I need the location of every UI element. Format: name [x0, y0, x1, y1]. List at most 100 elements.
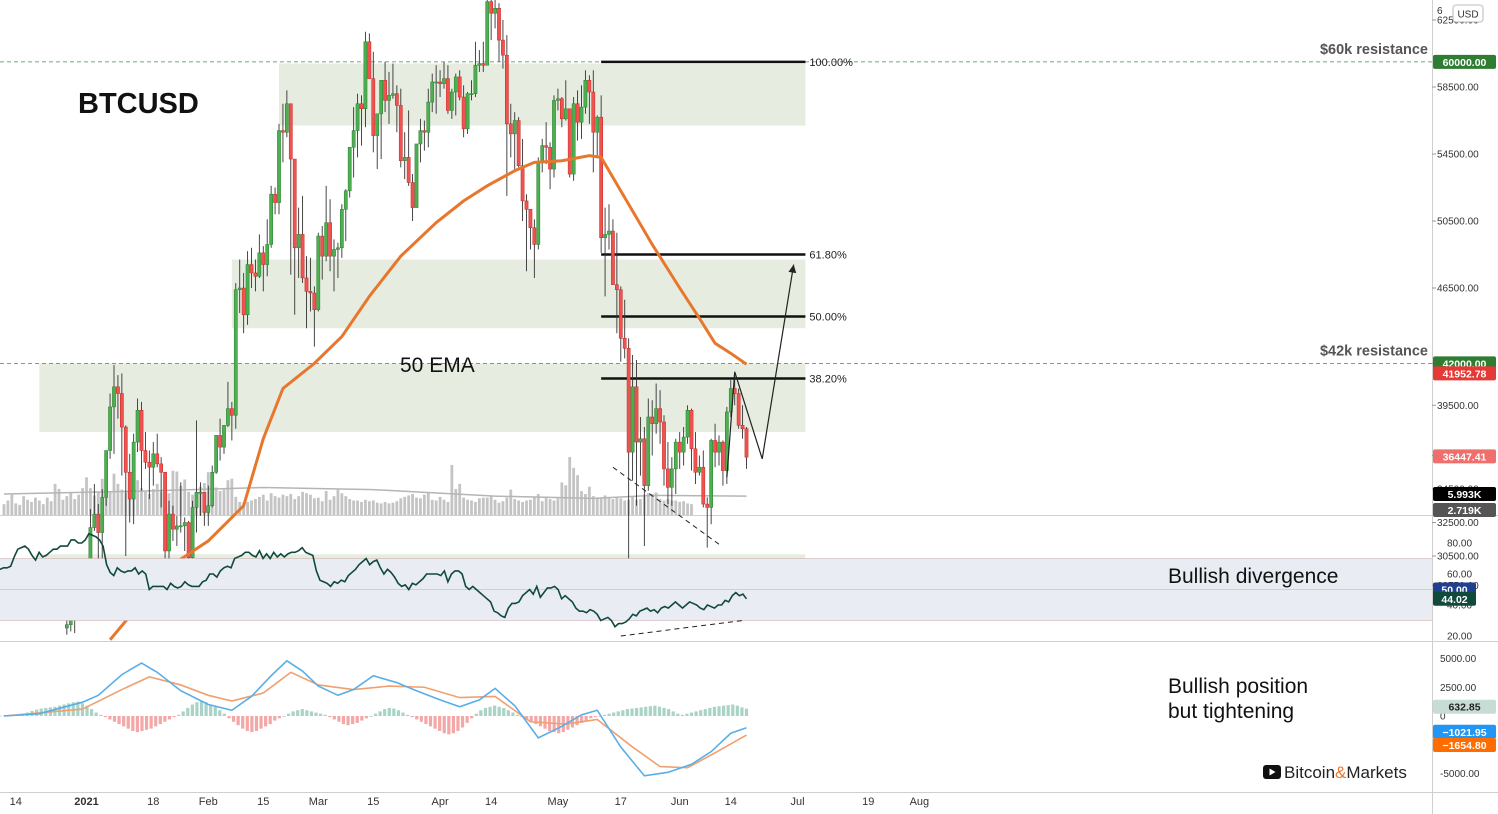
- volume-bar: [513, 499, 517, 515]
- candle-body: [402, 157, 407, 161]
- candle-body: [308, 291, 313, 294]
- candle-body: [430, 81, 435, 103]
- volume-bar: [639, 499, 642, 515]
- volume-bar: [509, 489, 513, 515]
- candle-body: [548, 147, 552, 170]
- time-tick-label: 15: [257, 796, 269, 808]
- macd-histogram-bar: [0, 715, 2, 717]
- candle-body: [175, 525, 179, 530]
- candle-body: [505, 54, 509, 125]
- candle-body: [744, 428, 749, 458]
- candle-body: [571, 103, 576, 175]
- candle-body: [418, 130, 423, 145]
- macd-histogram-bar: [717, 706, 721, 716]
- macd-tick-label: 5000.00: [1440, 654, 1477, 665]
- macd-histogram-bar: [557, 716, 561, 734]
- volume-bar: [230, 478, 234, 515]
- candle-body: [607, 230, 611, 235]
- volume-bar: [324, 491, 328, 515]
- macd-histogram-bar: [337, 716, 341, 722]
- volume-bar: [572, 467, 576, 515]
- candle-body: [650, 416, 655, 424]
- volume-bar: [57, 488, 61, 515]
- rsi-panel: [0, 532, 1432, 637]
- candle-body: [516, 120, 521, 166]
- candle-body: [316, 235, 321, 311]
- time-tick-label: Mar: [309, 796, 328, 808]
- rsi-tick-label: 20.00: [1447, 632, 1472, 643]
- macd-histogram-bar: [644, 706, 648, 716]
- macd-histogram-bar: [685, 713, 689, 716]
- macd-histogram-bar: [602, 714, 607, 716]
- candle-body: [112, 386, 116, 408]
- volume-bar: [458, 483, 462, 515]
- macd-badge: 632.85: [1448, 702, 1480, 714]
- candle-body: [186, 522, 191, 558]
- candle-body: [167, 513, 171, 552]
- time-tick-label: Aug: [910, 796, 930, 808]
- macd-line: [3, 659, 747, 777]
- candle-body: [670, 468, 674, 488]
- macd-histogram-bar: [657, 706, 662, 716]
- time-tick-label: 14: [725, 796, 737, 808]
- candle-body: [265, 244, 270, 265]
- candle-body: [481, 63, 486, 66]
- macd-histogram-bar: [735, 705, 739, 716]
- volume-bar: [96, 492, 100, 515]
- candle-body: [355, 103, 360, 131]
- candle-body: [512, 120, 517, 135]
- volume-bar: [41, 504, 45, 515]
- candle-body: [422, 130, 427, 133]
- macd-tick-label: 2500.00: [1440, 683, 1477, 694]
- volume-badge-bg: [1433, 503, 1496, 517]
- macd-histogram-bar: [341, 716, 346, 725]
- volume-bar: [250, 500, 253, 515]
- currency-button[interactable]: USD: [1452, 4, 1484, 23]
- price-badges: 60000.0042000.0041952.7836447.415.993K2.…: [1433, 54, 1496, 753]
- macd-histogram-bar: [117, 716, 121, 725]
- price-badge: 36447.41: [1443, 451, 1487, 463]
- volume-bar: [525, 500, 528, 515]
- candle-body: [135, 410, 140, 443]
- candle-body: [159, 463, 163, 473]
- macd-badge-bg: [1433, 699, 1496, 714]
- volume-bar: [442, 499, 446, 515]
- macd-histogram-bar: [387, 707, 391, 716]
- volume-bar: [344, 496, 348, 515]
- macd-histogram-bar: [479, 710, 483, 716]
- candle-body: [190, 507, 195, 558]
- macd-histogram-bar: [744, 708, 749, 716]
- candle-body: [579, 106, 584, 123]
- candle-body: [253, 272, 258, 277]
- candle-body: [685, 410, 690, 438]
- candle-body: [524, 200, 529, 210]
- candle-body: [701, 466, 706, 505]
- time-tick-label: 15: [367, 796, 379, 808]
- candle-body: [630, 386, 635, 453]
- macd-histogram-bar: [328, 716, 332, 718]
- macd-histogram-bar: [112, 716, 117, 722]
- macd-histogram-bar: [108, 716, 112, 720]
- macd-histogram-bar: [502, 707, 506, 716]
- volume-bar: [674, 500, 678, 515]
- time-tick-label: May: [548, 796, 569, 808]
- macd-histogram-bar: [525, 716, 529, 720]
- price-tick-label: 50500.00: [1437, 217, 1479, 228]
- watermark: Bitcoin&Markets: [1263, 763, 1407, 782]
- volume-bar: [10, 494, 14, 515]
- macd-histogram-bar: [264, 716, 268, 727]
- macd-histogram-bar: [593, 716, 597, 718]
- macd-histogram-bar: [332, 716, 336, 720]
- volume-bar: [222, 489, 226, 515]
- volume-bar: [411, 493, 414, 515]
- time-tick-label: 2021: [74, 796, 98, 808]
- time-tick-label: Jul: [791, 796, 805, 808]
- macd-histogram-bar: [89, 709, 94, 716]
- macd-histogram-bar: [694, 711, 698, 716]
- ema-annotation: 50 EMA: [400, 354, 475, 377]
- macd-histogram-bar: [149, 716, 153, 729]
- volume-bar: [670, 500, 674, 515]
- volume-bar: [218, 491, 222, 515]
- volume-bar: [77, 494, 81, 515]
- volume-bar: [466, 499, 469, 515]
